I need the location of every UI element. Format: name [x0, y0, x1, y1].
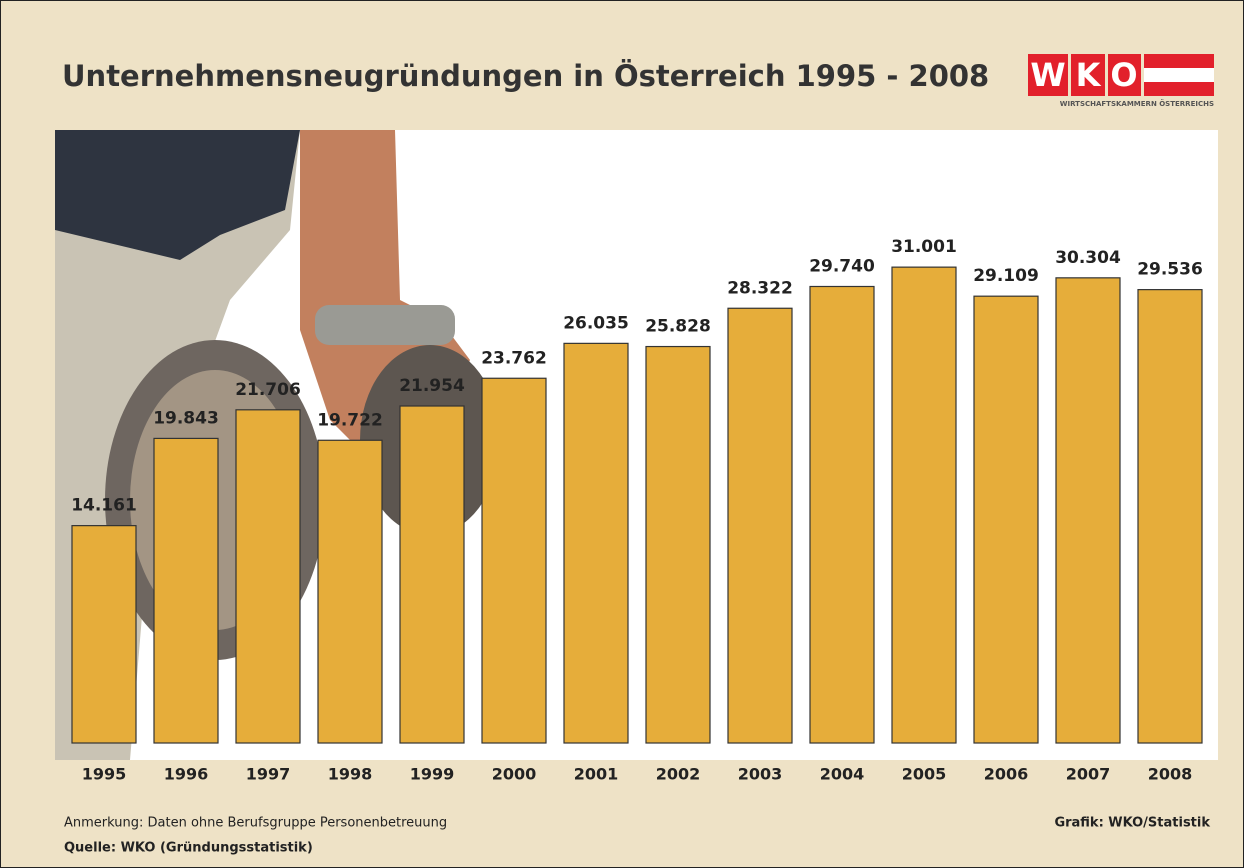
chart-title: Unternehmensneugründungen in Österreich …	[62, 59, 989, 93]
logo-stripe	[1144, 82, 1214, 96]
bar	[646, 347, 710, 743]
bar	[154, 438, 218, 743]
value-label: 31.001	[891, 237, 957, 257]
x-tick-label: 2007	[1066, 765, 1111, 784]
x-tick-label: 2001	[574, 765, 619, 784]
value-label: 29.740	[809, 256, 875, 276]
bar	[1138, 290, 1202, 743]
value-label: 19.722	[317, 410, 383, 430]
x-tick-label: 1998	[328, 765, 373, 784]
x-tick-label: 1996	[164, 765, 209, 784]
logo-tagline: WIRTSCHAFTSKAMMERN ÖSTERREICHS	[1060, 99, 1214, 108]
bar	[810, 286, 874, 743]
x-tick-label: 2005	[902, 765, 947, 784]
bar	[1056, 278, 1120, 743]
value-label: 21.954	[399, 376, 465, 396]
x-tick-label: 1997	[246, 765, 291, 784]
x-tick-label: 1995	[82, 765, 127, 784]
bar	[400, 406, 464, 743]
value-label: 23.762	[481, 348, 547, 368]
photo-watch	[315, 305, 455, 345]
credit: Grafik: WKO/Statistik	[1054, 816, 1210, 831]
logo-letter: O	[1110, 56, 1137, 94]
chart: Unternehmensneugründungen in Österreich …	[0, 0, 1244, 868]
bar	[974, 296, 1038, 743]
value-label: 26.035	[563, 313, 629, 333]
bar	[482, 378, 546, 743]
x-tick-label: 2008	[1148, 765, 1193, 784]
x-tick-label: 2002	[656, 765, 701, 784]
value-label: 21.706	[235, 380, 301, 400]
x-tick-label: 2004	[820, 765, 865, 784]
logo-letter: W	[1030, 56, 1065, 94]
value-label: 25.828	[645, 317, 711, 337]
note: Anmerkung: Daten ohne Berufsgruppe Perso…	[64, 816, 447, 831]
value-label: 30.304	[1055, 248, 1121, 268]
x-tick-label: 1999	[410, 765, 455, 784]
x-tick-label: 2003	[738, 765, 783, 784]
logo-stripe	[1144, 54, 1214, 68]
bar	[72, 526, 136, 743]
value-label: 19.843	[153, 408, 219, 428]
value-label: 14.161	[71, 496, 137, 516]
logo-stripe	[1144, 68, 1214, 82]
value-label: 28.322	[727, 278, 793, 298]
bar	[892, 267, 956, 743]
value-label: 29.536	[1137, 260, 1203, 280]
x-tick-label: 2000	[492, 765, 537, 784]
bar	[564, 343, 628, 743]
bar	[318, 440, 382, 743]
x-tick-label: 2006	[984, 765, 1029, 784]
value-label: 29.109	[973, 266, 1039, 286]
logo-letter: K	[1076, 56, 1102, 94]
bar	[236, 410, 300, 743]
bar	[728, 308, 792, 743]
source: Quelle: WKO (Gründungsstatistik)	[64, 841, 313, 856]
